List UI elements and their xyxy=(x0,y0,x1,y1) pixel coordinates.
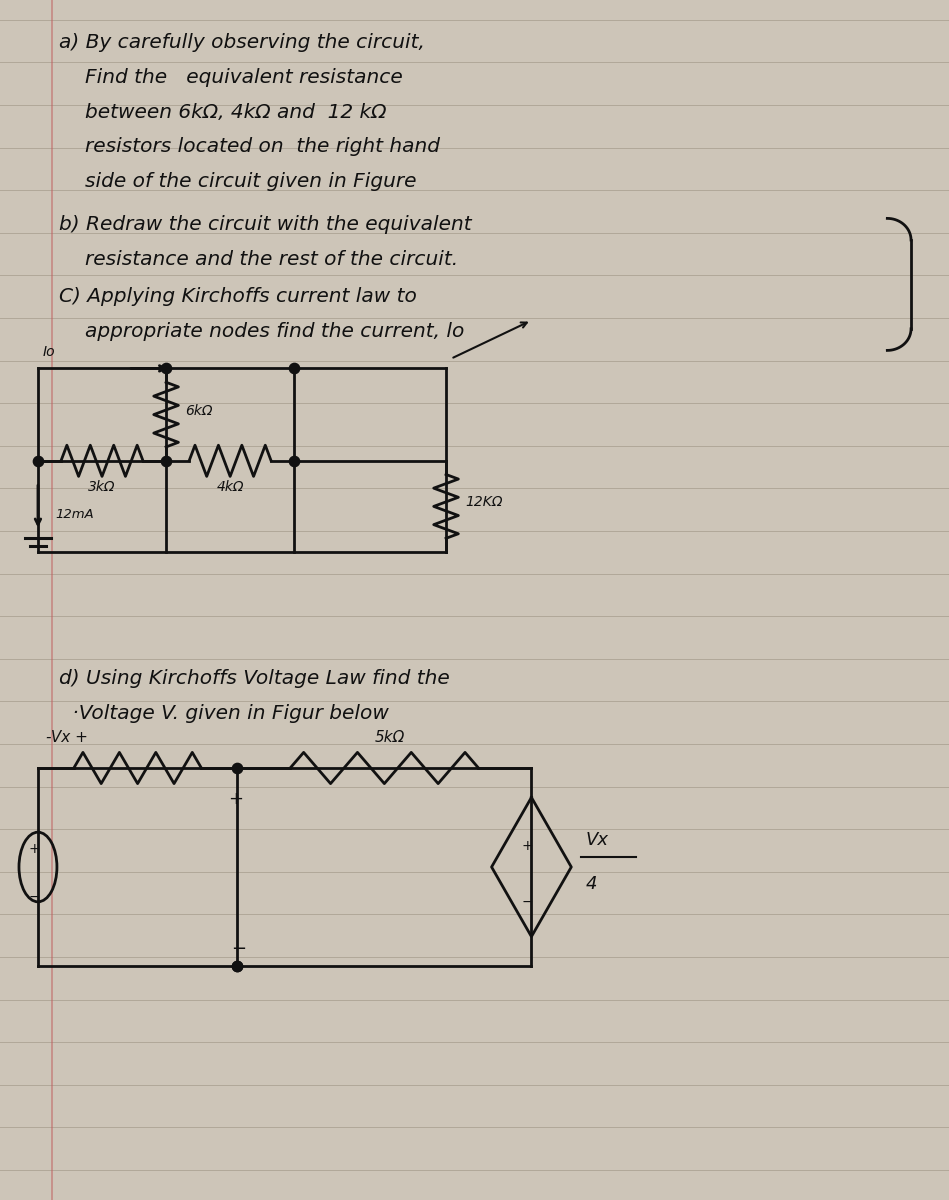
Point xyxy=(158,359,174,378)
Point xyxy=(287,451,302,470)
Text: +: + xyxy=(228,790,243,808)
Point xyxy=(30,451,46,470)
Text: 12KΩ: 12KΩ xyxy=(465,496,503,509)
Text: a) By carefully observing the circuit,: a) By carefully observing the circuit, xyxy=(59,32,425,52)
Text: b) Redraw the circuit with the equivalent: b) Redraw the circuit with the equivalen… xyxy=(59,215,472,234)
Text: −: − xyxy=(232,940,247,958)
Point xyxy=(230,758,245,778)
Text: 4kΩ: 4kΩ xyxy=(216,480,244,494)
Point xyxy=(287,359,302,378)
Point xyxy=(158,451,174,470)
Text: d) Using Kirchoffs Voltage Law find the: d) Using Kirchoffs Voltage Law find the xyxy=(59,670,450,688)
Text: 5kΩ: 5kΩ xyxy=(375,730,405,744)
Text: ·Voltage V. given in Figur below: ·Voltage V. given in Figur below xyxy=(66,703,389,722)
Text: between 6kΩ, 4kΩ and  12 kΩ: between 6kΩ, 4kΩ and 12 kΩ xyxy=(85,102,387,121)
Text: Vx: Vx xyxy=(586,832,608,850)
Text: resistors located on  the right hand: resistors located on the right hand xyxy=(85,138,440,156)
Text: 4: 4 xyxy=(586,875,597,893)
Text: appropriate nodes find the current, lo: appropriate nodes find the current, lo xyxy=(85,322,465,341)
Text: 12mA: 12mA xyxy=(55,509,94,521)
Text: 3kΩ: 3kΩ xyxy=(88,480,116,494)
Text: +: + xyxy=(28,841,40,856)
Point xyxy=(230,956,245,976)
Text: resistance and the rest of the circuit.: resistance and the rest of the circuit. xyxy=(85,250,458,269)
Text: C) Applying Kirchoffs current law to: C) Applying Kirchoffs current law to xyxy=(59,287,417,306)
Text: −: − xyxy=(522,894,533,908)
Text: 6kΩ: 6kΩ xyxy=(185,403,213,418)
Text: +: + xyxy=(522,839,533,853)
Text: Find the   equivalent resistance: Find the equivalent resistance xyxy=(85,67,403,86)
Point xyxy=(230,956,245,976)
Text: Io: Io xyxy=(43,346,55,360)
Text: side of the circuit given in Figure: side of the circuit given in Figure xyxy=(85,172,417,191)
Text: −: − xyxy=(28,889,40,904)
Text: -Vx +: -Vx + xyxy=(46,730,87,744)
